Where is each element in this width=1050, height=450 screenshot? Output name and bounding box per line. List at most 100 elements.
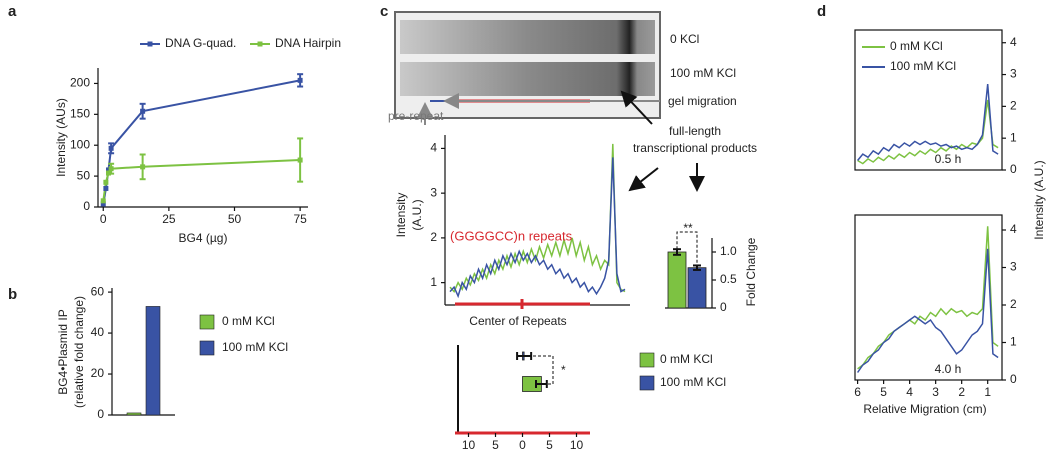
- y-tick-label: 50: [77, 168, 91, 182]
- products-label: transcriptional products: [633, 141, 757, 155]
- y-tick-label: 60: [91, 284, 105, 298]
- x-tick-label: 50: [228, 212, 242, 226]
- y-tick-label: 1: [1010, 335, 1017, 349]
- y-tick-label: 0: [1010, 372, 1017, 386]
- x-tick-label: 75: [293, 212, 307, 226]
- x-tick-label: 10: [462, 438, 476, 450]
- y-axis-label: Intensity (A.U.): [1032, 160, 1046, 239]
- y-axis-label: (relative fold change): [72, 296, 86, 408]
- legend-marker: [257, 41, 263, 47]
- annotation: **: [683, 221, 693, 235]
- y-tick-label: 1: [1010, 130, 1017, 144]
- point: [103, 185, 109, 191]
- x-tick-label: 5: [546, 438, 553, 450]
- panel-letter: a: [8, 3, 17, 20]
- y-tick-label: 0: [720, 300, 727, 314]
- series-line: [857, 226, 999, 370]
- gel-image: [394, 11, 705, 192]
- gel-lane-label: 0 KCl: [670, 32, 699, 46]
- x-tick-label: 6: [854, 385, 861, 399]
- x-tick-label: 1: [984, 385, 991, 399]
- pre-repeat-label: pre-repeat: [388, 109, 444, 123]
- x-tick-label: 25: [162, 212, 176, 226]
- bar: [126, 412, 142, 416]
- series-line: [449, 143, 626, 293]
- y-tick-label: 4: [430, 141, 437, 155]
- legend-swatch: [199, 314, 215, 330]
- legend-label: 100 mM KCl: [222, 340, 288, 354]
- y-axis-label: (A.U.): [410, 199, 424, 230]
- x-tick-label: 5: [492, 438, 499, 450]
- y-tick-label: 40: [91, 325, 105, 339]
- point: [106, 167, 111, 173]
- migration-label: gel migration: [668, 94, 737, 108]
- legend-label: 0 mM KCl: [660, 352, 713, 366]
- x-axis-label: Relative Migration (cm): [863, 402, 986, 416]
- y-tick-label: 20: [91, 366, 105, 380]
- series-line: [856, 248, 999, 373]
- y-axis-label: Fold Change: [744, 237, 758, 306]
- y-tick-label: 2: [1010, 297, 1017, 311]
- x-tick-label: 0: [519, 438, 526, 450]
- annotation: (GGGGCC)n repeats: [450, 228, 573, 243]
- y-tick-label: 2: [430, 230, 437, 244]
- y-tick-label: 0.5: [720, 272, 737, 286]
- legend-label: DNA Hairpin: [275, 36, 341, 50]
- bar: [667, 251, 687, 309]
- point: [100, 201, 106, 207]
- legend-label: DNA G-quad.: [165, 36, 236, 50]
- y-tick-label: 200: [70, 76, 90, 90]
- plot-frame: [854, 29, 1003, 171]
- x-tick-label: 4: [906, 385, 913, 399]
- legend-label: 0 mM KCl: [890, 39, 943, 53]
- significance-bracket: [533, 355, 554, 385]
- series-line: [102, 159, 301, 201]
- point: [103, 179, 109, 185]
- y-tick-label: 4: [1010, 222, 1017, 236]
- x-tick-label: 5: [880, 385, 887, 399]
- bar: [687, 267, 707, 309]
- legend-swatch: [639, 352, 655, 368]
- x-tick-label: 10: [570, 438, 584, 450]
- x-axis-label: BG4 (µg): [179, 231, 228, 245]
- y-tick-label: 3: [1010, 260, 1017, 274]
- y-tick-label: 150: [70, 107, 90, 121]
- y-tick-label: 3: [430, 185, 437, 199]
- annotation: 4.0 h: [935, 362, 962, 376]
- y-axis-label: BG4•Plasmid IP: [56, 309, 70, 395]
- legend-label: 100 mM KCl: [890, 59, 956, 73]
- x-axis-label: Center of Repeats: [469, 314, 566, 328]
- series-line: [857, 99, 999, 165]
- point: [100, 198, 106, 204]
- y-tick-label: 0: [97, 407, 104, 421]
- legend-marker: [147, 41, 153, 47]
- panel-letter: d: [817, 3, 826, 20]
- x-tick-label: 2: [958, 385, 965, 399]
- y-axis-label: Intensity: [394, 193, 408, 238]
- y-tick-label: 1: [430, 275, 437, 289]
- x-tick-label: 0: [100, 212, 107, 226]
- plot-frame: [854, 214, 1003, 381]
- series-line: [857, 84, 999, 161]
- series-line: [449, 157, 626, 299]
- series-line: [102, 79, 301, 205]
- bar: [145, 306, 161, 416]
- annotation: 0.5 h: [935, 152, 962, 166]
- x-tick-label: 3: [932, 385, 939, 399]
- y-tick-label: 100: [70, 137, 90, 151]
- y-tick-label: 3: [1010, 67, 1017, 81]
- legend-swatch: [199, 340, 215, 356]
- legend-label: 0 mM KCl: [222, 314, 275, 328]
- y-tick-label: 4: [1010, 35, 1017, 49]
- legend-swatch: [639, 375, 655, 391]
- annotation: *: [561, 363, 566, 377]
- gel-lane-label: 100 mM KCl: [670, 66, 736, 80]
- y-tick-label: 1.0: [720, 244, 737, 258]
- y-axis-label: Intensity (AUs): [54, 98, 68, 177]
- y-tick-label: 0: [83, 199, 90, 213]
- significance-bracket: [676, 231, 698, 266]
- y-tick-label: 0: [1010, 162, 1017, 176]
- panel-letter: c: [380, 3, 388, 20]
- panel-letter: b: [8, 286, 17, 303]
